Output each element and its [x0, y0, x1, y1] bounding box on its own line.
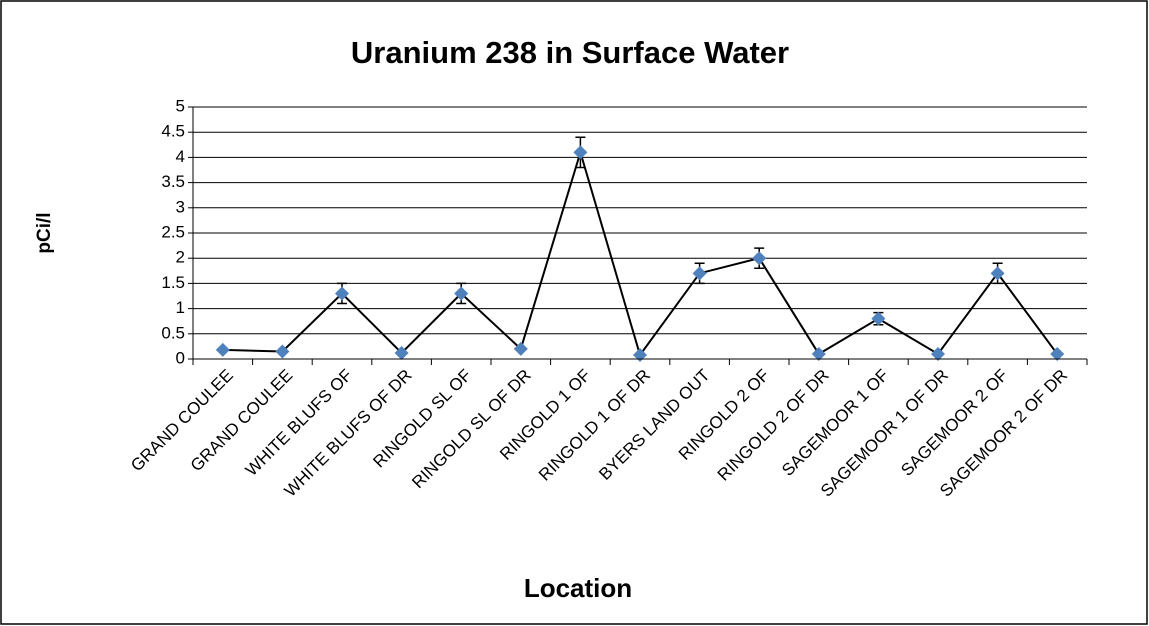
- y-tick-label: 0.5: [161, 323, 185, 342]
- y-tick-label: 2.5: [161, 222, 185, 241]
- data-point: [513, 341, 528, 356]
- data-point: [215, 342, 230, 357]
- y-tick-label: 3: [176, 197, 185, 216]
- data-point: [633, 347, 647, 362]
- data-point: [692, 266, 707, 281]
- data-point: [990, 266, 1005, 281]
- data-point: [752, 251, 767, 266]
- y-tick-label: 2: [176, 248, 185, 267]
- data-point: [275, 344, 290, 359]
- y-tick-label: 1.5: [161, 273, 185, 292]
- data-point: [335, 286, 349, 301]
- data-point: [454, 286, 469, 301]
- data-point: [931, 346, 945, 361]
- data-point: [394, 345, 409, 360]
- y-axis-label: pCi/l: [34, 212, 55, 253]
- y-tick-label: 4: [176, 147, 185, 166]
- x-axis-label: Location: [524, 573, 632, 603]
- data-point: [1050, 346, 1065, 361]
- y-tick-label: 4.5: [161, 122, 185, 141]
- y-tick-label: 3.5: [161, 172, 185, 191]
- y-tick-label: 0: [176, 348, 185, 367]
- data-point: [811, 346, 826, 361]
- data-point: [871, 311, 886, 326]
- chart-title: Uranium 238 in Surface Water: [351, 35, 789, 70]
- y-tick-label: 5: [176, 96, 185, 115]
- data-point: [573, 145, 588, 160]
- y-tick-label: 1: [176, 298, 185, 317]
